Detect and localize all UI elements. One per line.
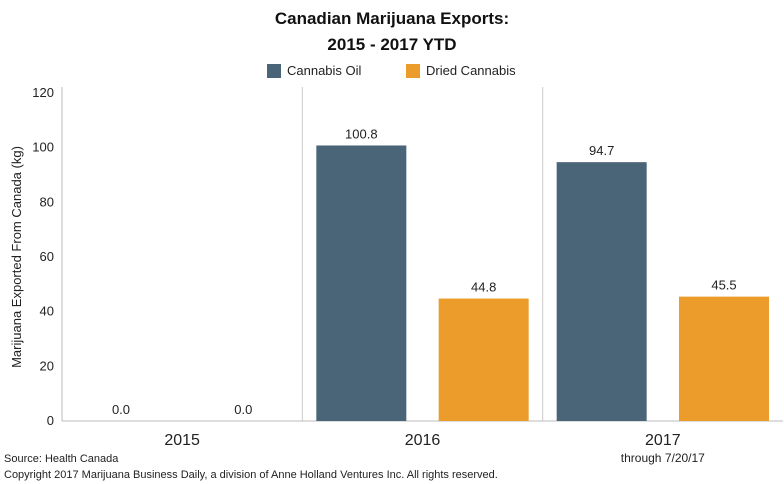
bar-cannabis-oil [556, 162, 647, 422]
bar-value-label: 0.0 [112, 402, 130, 417]
bar-value-label: 45.5 [711, 278, 736, 293]
bar-value-label: 100.8 [345, 126, 378, 141]
x-category-label: 2017 [645, 432, 681, 449]
y-tick-label: 80 [40, 194, 54, 209]
chart-title: Canadian Marijuana Exports: 2015 - 2017 … [0, 6, 784, 58]
source-note: Source: Health Canada [4, 453, 119, 465]
legend-label-cannabis-oil: Cannabis Oil [287, 63, 362, 78]
y-tick-label: 120 [32, 85, 54, 100]
x-category-label: 2016 [405, 432, 441, 449]
legend-label-dried-cannabis: Dried Cannabis [426, 63, 516, 78]
x-category-note: through 7/20/17 [621, 451, 705, 465]
chart-title-line-2: 2015 - 2017 YTD [327, 35, 457, 54]
y-tick-label: 40 [40, 304, 54, 319]
legend-swatch-cannabis-oil [267, 63, 281, 78]
x-category-label: 2015 [164, 432, 200, 449]
bar-cannabis-oil [316, 145, 407, 422]
legend-swatch-dried-cannabis [406, 63, 420, 78]
bar-dried-cannabis [438, 298, 529, 421]
y-tick-label: 60 [40, 249, 54, 264]
bar-value-label: 0.0 [234, 402, 252, 417]
chart-legend: Cannabis Oil Dried Cannabis [0, 63, 784, 81]
y-tick-label: 20 [40, 358, 54, 373]
bar-value-label: 44.8 [471, 280, 496, 295]
legend-item-cannabis-oil: Cannabis Oil [267, 63, 361, 78]
chart-title-line-1: Canadian Marijuana Exports: [274, 9, 510, 28]
copyright-note: Copyright 2017 Marijuana Business Daily,… [4, 469, 498, 481]
y-tick-label: 0 [47, 413, 54, 428]
bar-dried-cannabis [679, 296, 769, 421]
y-tick-label: 100 [32, 140, 54, 155]
bar-value-label: 94.7 [589, 143, 614, 158]
legend-item-dried-cannabis: Dried Cannabis [406, 63, 516, 78]
y-axis-label: Marijuana Exported From Canada (kg) [9, 146, 24, 368]
